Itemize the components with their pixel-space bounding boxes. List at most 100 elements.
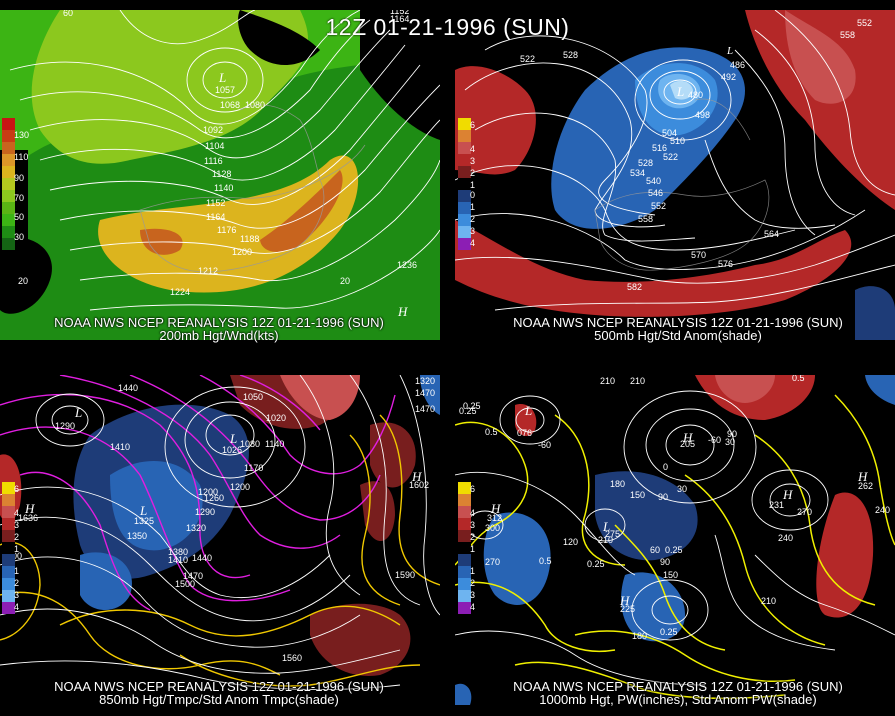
contour-label: 1200 (232, 247, 252, 257)
contour-label: 0.25 (459, 406, 477, 416)
panel-caption: NOAA NWS NCEP REANALYSIS 12Z 01-21-1996 … (463, 680, 893, 706)
contour-label: 504 (662, 128, 677, 138)
low-pressure-marker: L (229, 431, 237, 446)
legend-label: 90 (14, 173, 25, 183)
contour-label: 492 (721, 72, 736, 82)
contour-label: 1440 (118, 383, 138, 393)
contour-label: 1092 (203, 125, 223, 135)
contour-label: 240 (778, 533, 793, 543)
contour-label: 0.25 (587, 559, 605, 569)
panel-200mb: 1057 1068 1080 1092 1104 1116 1128 1140 … (0, 10, 440, 340)
contour-label: 1470 (183, 571, 203, 581)
contour-label: 552 (651, 201, 666, 211)
contour-label: 1212 (198, 266, 218, 276)
legend-label: 30 (14, 232, 25, 242)
contour-label: 90 (727, 429, 737, 439)
contour-label: -60 (708, 435, 721, 445)
low-pressure-marker: L (602, 519, 610, 534)
contour-label: 30 (725, 437, 735, 447)
contour-label: 1320 (186, 523, 206, 533)
caption-line-1: NOAA NWS NCEP REANALYSIS 12Z 01-21-1996 … (54, 679, 384, 694)
caption-line-2: 850mb Hgt/Tmpc/Std Anom Tmpc(shade) (99, 692, 339, 707)
panel-500mb: 522 528 492 486 480 498 504 510 516 522 … (455, 10, 895, 340)
contour-label: 1140 (265, 439, 284, 449)
contour-label: 1116 (204, 156, 223, 166)
contour-label: 546 (648, 188, 663, 198)
contour-label: 1470 (415, 404, 435, 414)
contour-label: 1590 (395, 570, 415, 580)
legend-label: 2 (470, 532, 476, 542)
contour-label: 564 (764, 229, 779, 239)
legend-label: 3 (14, 590, 20, 600)
legend-label: 0 (470, 190, 476, 200)
contour-label: 1290 (195, 507, 215, 517)
caption-line-1: NOAA NWS NCEP REANALYSIS 12Z 01-21-1996 … (54, 315, 384, 330)
contour-label: 1057 (215, 85, 235, 95)
contour-label: 210 (761, 596, 776, 606)
legend-label: 4 (14, 508, 20, 518)
contour-label: 558 (638, 214, 653, 224)
contour-label: 1152 (390, 10, 409, 16)
contour-label: 0.5 (539, 556, 552, 566)
contour-label: 1068 (220, 100, 240, 110)
contour-label: 1164 (390, 14, 409, 24)
legend-1000mb (458, 482, 471, 614)
contour-label: 534 (630, 168, 645, 178)
map-850mb: 1440 1290 1410 1050 1020 1080 1140 1170 … (0, 375, 440, 705)
high-pressure-marker: H (24, 501, 35, 516)
low-pressure-marker: L (726, 45, 733, 57)
legend-label: 3 (470, 520, 476, 530)
contour-label: 90 (658, 492, 668, 502)
panel-caption: NOAA NWS NCEP REANALYSIS 12Z 01-21-1996 … (463, 316, 893, 342)
contour-label: 1320 (415, 376, 435, 386)
contour-label: 1636 (18, 513, 38, 523)
high-pressure-marker: H (682, 430, 693, 445)
contour-label: 486 (730, 60, 745, 70)
caption-line-1: NOAA NWS NCEP REANALYSIS 12Z 01-21-1996 … (513, 679, 843, 694)
contour-label: 1104 (205, 141, 224, 151)
contour-label: 570 (691, 250, 706, 260)
legend-label: 1 (470, 180, 476, 190)
contour-label: 1410 (110, 442, 130, 452)
map-1000mb: 210 210 0.5 0.25 0.5 -60 -60 30 90 0 150… (455, 375, 895, 705)
caption-line-2: 500mb Hgt/Std Anom(shade) (594, 328, 762, 343)
contour-label: 1026 (222, 445, 242, 455)
legend-label: 1 (14, 566, 20, 576)
legend-label: 6 (470, 484, 476, 494)
contour-label: 180 (632, 631, 647, 641)
contour-label: 1290 (55, 421, 75, 431)
contour-label: 150 (663, 570, 678, 580)
contour-label: 0.25 (660, 627, 678, 637)
high-pressure-marker: H (619, 593, 630, 608)
legend-label: 4 (470, 238, 476, 248)
high-pressure-marker: H (411, 469, 422, 484)
contour-label: 1170 (244, 463, 263, 473)
legend-label: 4 (470, 144, 476, 154)
contour-label: 1440 (192, 553, 212, 563)
contour-label: 1140 (214, 183, 233, 193)
contour-label: 522 (520, 54, 535, 64)
contour-label: 516 (652, 143, 667, 153)
low-pressure-marker: L (218, 70, 226, 85)
contour-label: 582 (627, 282, 642, 292)
caption-line-1: NOAA NWS NCEP REANALYSIS 12Z 01-21-1996 … (513, 315, 843, 330)
legend-label: 130 (14, 130, 30, 140)
contour-label: 528 (563, 50, 578, 60)
panel-850mb: 1440 1290 1410 1050 1020 1080 1140 1170 … (0, 375, 440, 705)
contour-label: 1050 (243, 392, 263, 402)
contour-label: 210 (598, 535, 613, 545)
legend-label: 2 (14, 578, 20, 588)
legend-label: 4 (14, 602, 20, 612)
map-200mb: 1057 1068 1080 1092 1104 1116 1128 1140 … (0, 10, 440, 340)
legend-label: 70 (14, 193, 25, 203)
contour-label: 20 (18, 276, 28, 286)
contour-label: 522 (663, 152, 678, 162)
contour-label: 1152 (206, 198, 225, 208)
low-pressure-marker: L (139, 503, 147, 518)
legend-label: 1 (14, 544, 20, 554)
high-pressure-marker: H (782, 487, 793, 502)
legend-500mb (458, 118, 471, 250)
contour-label: 231 (769, 500, 784, 510)
legend-label: 4 (470, 508, 476, 518)
contour-label: 262 (858, 481, 873, 491)
